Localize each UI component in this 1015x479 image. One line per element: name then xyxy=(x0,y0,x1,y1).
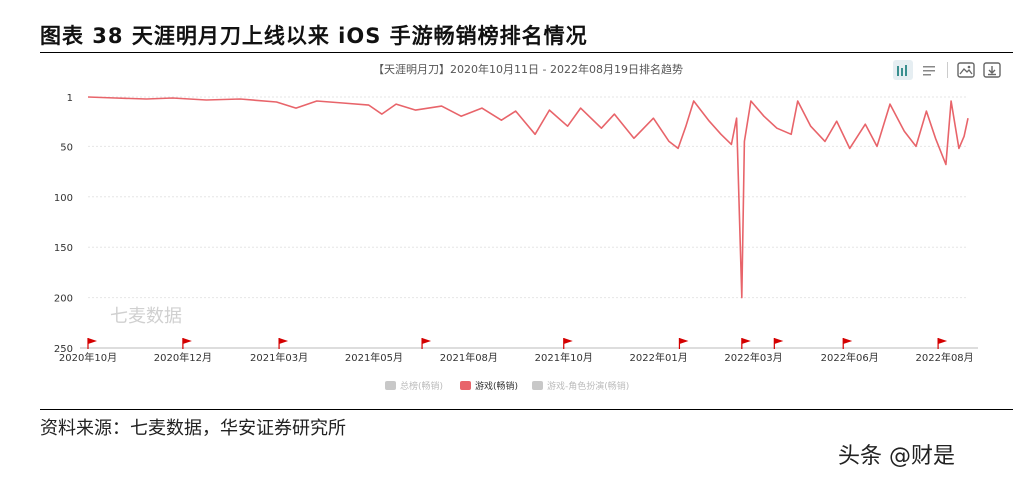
event-flag-icon[interactable] xyxy=(279,338,289,344)
chart-title: 【天涯明月刀】2020年10月11日 - 2022年08月19日排名趋势 xyxy=(373,62,683,76)
ranking-chart: 【天涯明月刀】2020年10月11日 - 2022年08月19日排名趋势1501… xyxy=(54,62,978,392)
event-flag-icon[interactable] xyxy=(182,338,192,344)
legend-label[interactable]: 总榜(畅销) xyxy=(400,380,443,392)
event-flag-icon[interactable] xyxy=(422,338,432,344)
x-tick-label: 2021年10月 xyxy=(535,351,593,364)
list-icon[interactable] xyxy=(919,60,939,80)
legend-label[interactable]: 游戏(畅销) xyxy=(475,380,518,392)
top-rule xyxy=(40,52,1013,53)
y-tick-label: 100 xyxy=(54,193,73,204)
y-tick-label: 1 xyxy=(67,93,73,104)
y-tick-label: 150 xyxy=(54,243,73,254)
x-tick-label: 2022年06月 xyxy=(821,351,879,364)
x-tick-label: 2021年05月 xyxy=(345,351,403,364)
event-flag-icon[interactable] xyxy=(938,338,948,344)
y-tick-label: 50 xyxy=(60,142,73,153)
event-flag-icon[interactable] xyxy=(843,338,853,344)
credit-watermark: 头条 @财是 xyxy=(838,444,955,469)
chart-watermark: 七麦数据 xyxy=(110,306,182,327)
figure-title: 图表 38 天涯明月刀上线以来 iOS 手游畅销榜排名情况 xyxy=(40,24,588,48)
series-line xyxy=(87,96,969,299)
chart-toolbar xyxy=(893,60,1002,80)
event-flag-icon[interactable] xyxy=(563,338,573,344)
toolbar-separator xyxy=(947,62,948,78)
bottom-rule xyxy=(40,409,1013,410)
legend-swatch[interactable] xyxy=(385,381,396,390)
image-icon[interactable] xyxy=(956,60,976,80)
x-tick-label: 2020年10月 xyxy=(59,351,117,364)
download-icon[interactable] xyxy=(982,60,1002,80)
y-tick-label: 200 xyxy=(54,294,73,305)
x-tick-label: 2021年03月 xyxy=(250,351,308,364)
event-flag-icon[interactable] xyxy=(741,338,751,344)
legend-swatch[interactable] xyxy=(532,381,543,390)
event-flag-icon[interactable] xyxy=(88,338,97,344)
bar-chart-icon[interactable] xyxy=(893,60,913,80)
x-tick-label: 2022年01月 xyxy=(630,351,688,364)
x-tick-label: 2020年12月 xyxy=(154,351,212,364)
event-flag-icon[interactable] xyxy=(679,338,689,344)
event-flag-icon[interactable] xyxy=(774,338,784,344)
legend-label[interactable]: 游戏-角色扮演(畅销) xyxy=(547,380,629,392)
legend-swatch[interactable] xyxy=(460,381,471,390)
x-tick-label: 2021年08月 xyxy=(440,351,498,364)
x-tick-label: 2022年03月 xyxy=(724,351,782,364)
x-tick-label: 2022年08月 xyxy=(916,351,974,364)
source-note: 资料来源：七麦数据，华安证券研究所 xyxy=(40,418,346,439)
y-tick-label: 250 xyxy=(54,344,73,355)
